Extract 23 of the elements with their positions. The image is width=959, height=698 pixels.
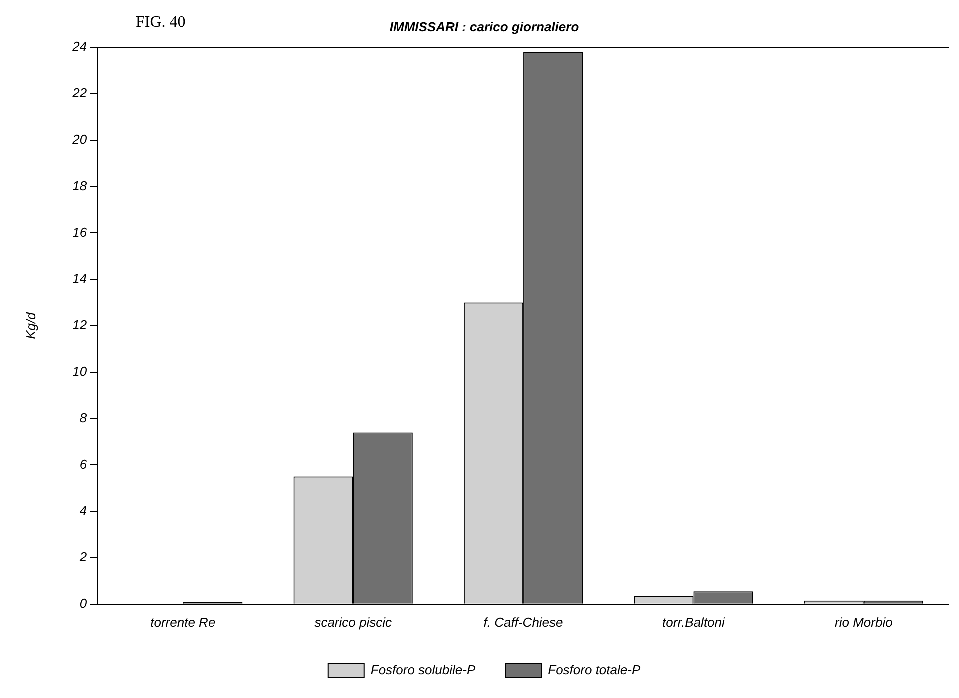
x-tick-label: torrente Re xyxy=(150,614,216,630)
x-tick-label: scarico piscic xyxy=(314,614,392,630)
y-tick-label: 22 xyxy=(72,86,88,101)
x-tick-label: rio Morbio xyxy=(835,614,893,630)
y-tick-label: 6 xyxy=(80,456,88,472)
caption: FIG. 40 xyxy=(136,14,186,32)
y-axis-title: Kg/d xyxy=(23,312,38,340)
x-tick-label: torr.Baltoni xyxy=(662,614,726,630)
x-tick-label: f. Caff-Chiese xyxy=(484,614,564,630)
y-tick-label: 20 xyxy=(72,132,88,148)
y-tick-label: 10 xyxy=(72,364,88,380)
y-tick-label: 4 xyxy=(80,503,88,518)
y-tick-label: 24 xyxy=(72,39,88,54)
y-tick-label: 0 xyxy=(80,596,88,612)
chart-title: IMMISSARI : carico giornaliero xyxy=(390,19,580,34)
y-tick-label: 12 xyxy=(72,318,88,333)
legend-label: Fosforo totale-P xyxy=(548,662,641,678)
y-tick-label: 2 xyxy=(78,550,88,565)
y-tick-label: 18 xyxy=(72,178,88,194)
y-tick-label: 14 xyxy=(72,271,88,286)
y-tick-label: 16 xyxy=(72,224,88,240)
y-tick-label: 8 xyxy=(80,410,88,426)
legend-label: Fosforo solubile-P xyxy=(370,662,476,678)
